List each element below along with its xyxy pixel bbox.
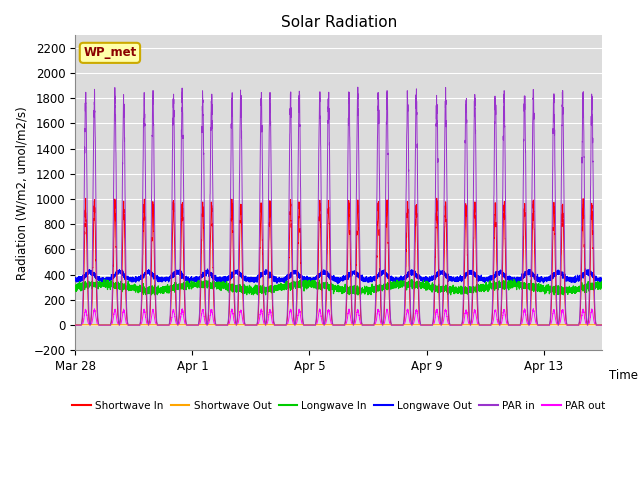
- Text: WP_met: WP_met: [83, 47, 136, 60]
- Legend: Shortwave In, Shortwave Out, Longwave In, Longwave Out, PAR in, PAR out: Shortwave In, Shortwave Out, Longwave In…: [68, 396, 610, 415]
- Y-axis label: Radiation (W/m2, umol/m2/s): Radiation (W/m2, umol/m2/s): [15, 106, 28, 280]
- X-axis label: Time: Time: [609, 369, 637, 382]
- Title: Solar Radiation: Solar Radiation: [280, 15, 397, 30]
